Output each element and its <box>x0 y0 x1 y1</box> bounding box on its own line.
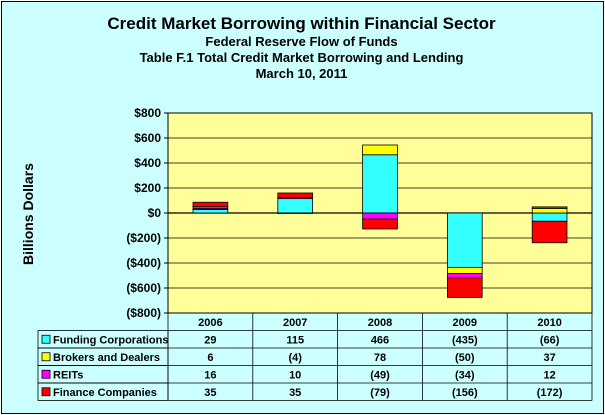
title-block: Credit Market Borrowing within Financial… <box>0 14 603 82</box>
data-label: (79) <box>370 387 390 399</box>
data-label: 115 <box>286 334 304 346</box>
legend-swatch-finance-companies <box>41 387 51 397</box>
legend-swatch-brokers-and-dealers <box>41 352 51 362</box>
bar-funding-corporations-2009 <box>447 212 483 268</box>
legend-label-finance-companies: Finance Companies <box>53 387 157 399</box>
y-tick-label: $600 <box>134 131 161 145</box>
bar-finance-companies-2009 <box>447 277 483 298</box>
data-label: (4) <box>288 352 302 364</box>
legend-label-brokers-and-dealers: Brokers and Dealers <box>53 352 160 364</box>
y-tick-label: $400 <box>134 156 161 170</box>
bar-reits-2008 <box>362 212 398 220</box>
chart-subtitle-3: March 10, 2011 <box>255 66 348 81</box>
data-label: (435) <box>452 334 478 346</box>
y-tick-label: ($200) <box>126 231 161 245</box>
bar-funding-corporations-2008 <box>362 154 398 214</box>
legend-swatch-reits <box>41 369 51 379</box>
bar-finance-companies-2010 <box>531 220 568 244</box>
legend-label-reits: REITs <box>53 369 83 381</box>
bar-reits-2009 <box>447 273 483 279</box>
bar-reits-2010 <box>531 206 568 209</box>
x-category-label: 2007 <box>283 317 307 329</box>
data-label: (50) <box>455 352 475 364</box>
bar-finance-companies-2006 <box>192 201 229 208</box>
data-label: 12 <box>543 369 555 381</box>
x-category-label: 2009 <box>453 317 477 329</box>
bar-brokers-and-dealers-2008 <box>362 144 398 156</box>
data-label: 78 <box>374 352 386 364</box>
chart-title: Credit Market Borrowing within Financial… <box>107 14 496 33</box>
bar-finance-companies-2008 <box>362 218 398 230</box>
data-label: (66) <box>540 334 560 346</box>
data-label: 466 <box>371 334 389 346</box>
bar-funding-corporations-2006 <box>192 208 229 214</box>
y-tick-label: ($800) <box>126 306 161 320</box>
data-label: 35 <box>289 387 301 399</box>
data-label: 6 <box>207 352 213 364</box>
chart-subtitle-1: Federal Reserve Flow of Funds <box>205 34 398 49</box>
data-label: (34) <box>455 369 475 381</box>
y-tick-label: $200 <box>134 181 161 195</box>
y-tick-label: ($600) <box>126 281 161 295</box>
data-label: 29 <box>204 334 216 346</box>
bar-brokers-and-dealers-2009 <box>447 266 483 275</box>
data-label: (49) <box>370 369 390 381</box>
legend-swatch-funding-corporations <box>41 334 51 344</box>
data-table: Funding Corporations Brokers and Dealers R… <box>37 312 593 401</box>
y-tick-label: $800 <box>134 106 161 120</box>
x-category-label: 2010 <box>537 317 561 329</box>
bar-finance-companies-2007 <box>277 192 313 198</box>
bar-brokers-and-dealers-2010 <box>531 207 568 214</box>
y-tick-label: ($400) <box>126 256 161 270</box>
bar-funding-corporations-2007 <box>277 198 313 214</box>
data-label: (156) <box>452 387 478 399</box>
data-label: (172) <box>537 387 563 399</box>
y-tick-label: $0 <box>148 206 162 220</box>
chart-subtitle-2: Table F.1 Total Credit Market Borrowing … <box>139 50 464 65</box>
x-category-label: 2006 <box>198 317 222 329</box>
data-label: 35 <box>204 387 216 399</box>
data-label: 10 <box>289 369 301 381</box>
data-label: 37 <box>543 352 555 364</box>
bar-funding-corporations-2010 <box>531 212 568 222</box>
data-label: 16 <box>204 369 216 381</box>
bar-brokers-and-dealers-2007 <box>277 212 313 214</box>
legend-label-funding-corporations: Funding Corporations <box>53 334 168 346</box>
x-category-label: 2008 <box>368 317 392 329</box>
